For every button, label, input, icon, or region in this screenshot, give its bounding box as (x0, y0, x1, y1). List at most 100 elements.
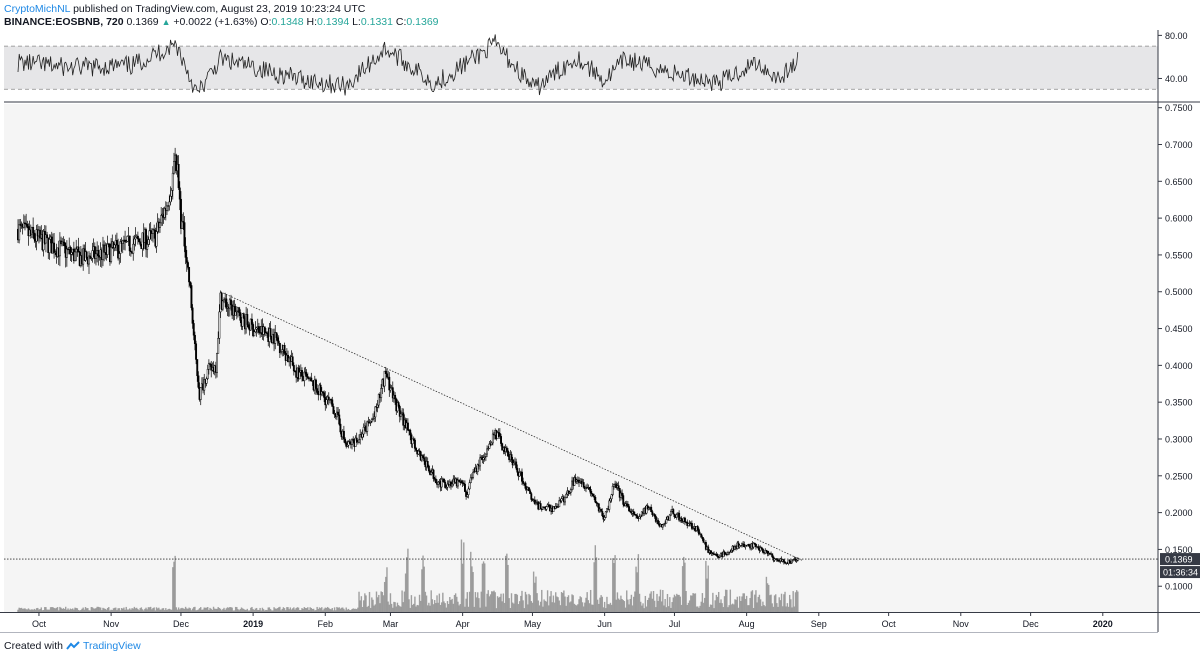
candle-body (541, 506, 544, 510)
volume-bar (578, 599, 580, 612)
volume-bar (480, 591, 482, 612)
candle-body (574, 477, 577, 482)
volume-bar (214, 608, 216, 612)
volume-bar (18, 607, 20, 612)
candle-body (476, 464, 479, 473)
candle-body (794, 558, 797, 561)
volume-bar (180, 608, 182, 612)
volume-bar (437, 602, 439, 612)
candle-body (639, 514, 642, 517)
candle-body (737, 542, 740, 548)
volume-bar (343, 608, 345, 612)
volume-bar (204, 607, 207, 612)
volume-bar (563, 590, 565, 612)
volume-bar (439, 604, 442, 612)
candle-body (275, 332, 278, 338)
candle-body (753, 542, 756, 545)
volume-bar (104, 608, 106, 612)
volume-bar (33, 608, 35, 612)
candle-body (177, 164, 180, 189)
candle-body (277, 340, 280, 344)
volume-bar (766, 583, 769, 612)
candle-body (152, 229, 154, 234)
candle-body (418, 450, 421, 452)
volume-bar (565, 605, 567, 612)
volume-bar (712, 592, 714, 612)
tradingview-brand[interactable]: TradingView (82, 640, 141, 652)
volume-bar (414, 596, 416, 612)
volume-bar (113, 607, 116, 612)
candle-body (128, 235, 131, 252)
volume-bar (780, 593, 783, 612)
candle-body (304, 371, 307, 375)
time-axis[interactable]: Oct Nov Dec 2019 Feb Mar Apr May Jun Jul Aug Sep Oct… (0, 612, 1200, 633)
volume-bar (159, 609, 161, 612)
candle-body (557, 506, 560, 508)
publish-line: CryptoMichNL published on TradingView.co… (4, 3, 365, 15)
candle-body (430, 472, 433, 475)
volume-bar (610, 604, 613, 612)
volume-bar (352, 608, 354, 612)
volume-bar (47, 609, 49, 612)
volume-bar (666, 593, 669, 612)
candle-body (368, 422, 371, 424)
candle-body (512, 462, 515, 466)
volume-bar (600, 595, 602, 612)
volume-bar (136, 607, 138, 612)
candle-body (470, 477, 473, 479)
volume-bar (344, 610, 346, 612)
volume-bar (745, 595, 748, 612)
candle-body (603, 517, 606, 520)
volume-bar (24, 608, 26, 612)
volume-bar (218, 607, 221, 612)
candle-body (63, 242, 66, 247)
volume-bar (676, 593, 678, 612)
volume-bar (436, 595, 438, 612)
author-link[interactable]: CryptoMichNL (4, 3, 71, 15)
candle-body (217, 338, 220, 354)
candle-body (692, 527, 695, 530)
price-axis[interactable]: 80.00 40.00 0.7500 0.7000 0.6500 0.6000 0.5500… (1157, 30, 1200, 632)
candle-body (511, 459, 514, 466)
volume-bar (754, 594, 756, 612)
volume-bar (749, 598, 751, 612)
volume-bar (585, 597, 587, 612)
volume-bar (261, 607, 264, 612)
volume-bar (409, 607, 411, 612)
candle-body (358, 439, 360, 443)
volume-bar (390, 603, 393, 612)
volume-bar (330, 609, 332, 612)
candle-body (484, 453, 487, 457)
candle-body (26, 224, 29, 227)
candle-body (530, 493, 533, 500)
volume-bar (208, 609, 210, 612)
volume-bar (286, 607, 288, 612)
volume-bar (501, 601, 503, 612)
candle-body (650, 506, 653, 512)
volume-bar (709, 604, 712, 612)
volume-bar (154, 610, 157, 612)
volume-bar (396, 602, 399, 612)
volume-bar (77, 609, 80, 612)
volume-bar (612, 558, 614, 612)
candle-body (269, 328, 272, 337)
volume-bar (209, 607, 211, 612)
volume-bar (467, 606, 470, 612)
volume-bar (493, 590, 495, 612)
volume-bar (491, 591, 493, 612)
candle-body (361, 433, 364, 438)
volume-bar (244, 609, 246, 612)
volume-bar (351, 608, 353, 612)
price-tick-label: 0.2000 (1165, 508, 1193, 518)
volume-bar (54, 608, 56, 612)
volume-bar (51, 607, 53, 612)
volume-bar (667, 606, 670, 612)
volume-bar (756, 602, 758, 612)
candle-body (636, 515, 639, 518)
volume-bar (125, 606, 127, 612)
volume-bar (223, 607, 225, 612)
volume-bar (679, 596, 681, 612)
volume-bar (30, 609, 32, 612)
volume-bar (78, 610, 81, 612)
